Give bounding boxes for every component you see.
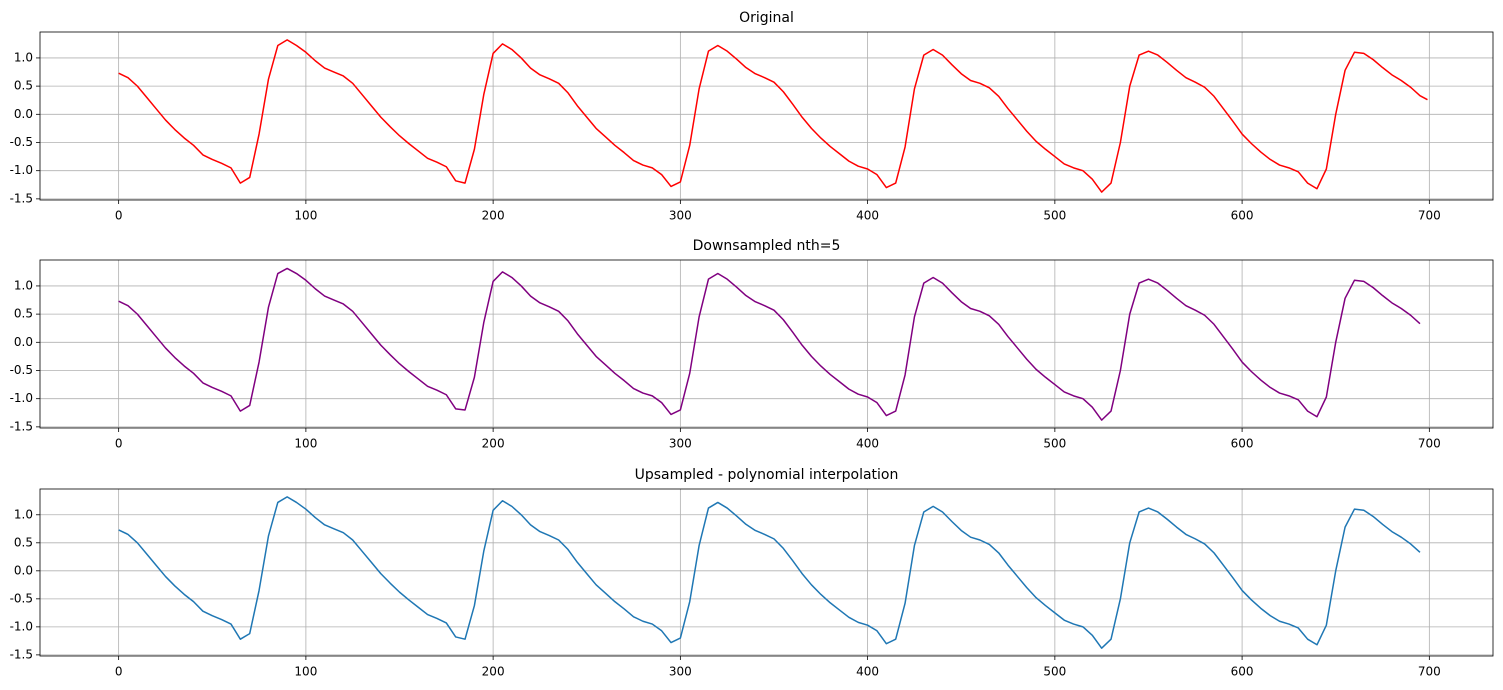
y-tick-label: -0.5 bbox=[10, 135, 33, 149]
y-tick-label: -1.5 bbox=[10, 191, 33, 205]
x-tick-label: 600 bbox=[1231, 209, 1254, 223]
y-tick-label: 0.0 bbox=[14, 563, 33, 577]
line-series bbox=[118, 267, 1421, 421]
x-tick-label: 300 bbox=[669, 209, 692, 223]
y-tick-label: -0.5 bbox=[10, 591, 33, 605]
y-tick-label: 0.0 bbox=[14, 335, 33, 349]
subplot-title: Upsampled - polynomial interpolation bbox=[635, 467, 899, 483]
x-tick-label: 700 bbox=[1418, 437, 1441, 451]
x-tick-label: 0 bbox=[115, 665, 123, 679]
axes-frame bbox=[39, 31, 1494, 201]
axes-frame bbox=[39, 488, 1494, 657]
y-tick-label: -1.0 bbox=[10, 619, 33, 633]
y-tick-label: 1.0 bbox=[14, 50, 33, 64]
x-tick-label: 100 bbox=[294, 209, 317, 223]
y-tick-label: 0.5 bbox=[14, 79, 33, 93]
x-tick-label: 200 bbox=[482, 209, 505, 223]
x-tick-label: 100 bbox=[294, 665, 317, 679]
y-tick-label: 1.0 bbox=[14, 278, 33, 292]
y-tick-label: 0.5 bbox=[14, 307, 33, 321]
y-tick-label: 0.0 bbox=[14, 107, 33, 121]
x-tick-label: 700 bbox=[1418, 209, 1441, 223]
subplot-title: Downsampled nth=5 bbox=[693, 238, 841, 254]
x-tick-label: 0 bbox=[115, 209, 123, 223]
y-tick-label: -1.5 bbox=[10, 647, 33, 661]
y-tick-label: -1.0 bbox=[10, 391, 33, 405]
y-tick-label: -1.0 bbox=[10, 163, 33, 177]
x-tick-label: 300 bbox=[669, 665, 692, 679]
x-tick-label: 100 bbox=[294, 437, 317, 451]
axes-frame bbox=[39, 259, 1494, 429]
line-series bbox=[118, 496, 1421, 649]
x-tick-label: 600 bbox=[1231, 665, 1254, 679]
x-tick-label: 600 bbox=[1231, 437, 1254, 451]
y-tick-label: 1.0 bbox=[14, 507, 33, 521]
x-tick-label: 400 bbox=[856, 665, 879, 679]
y-tick-label: -0.5 bbox=[10, 363, 33, 377]
subplot-title: Original bbox=[739, 10, 794, 26]
x-tick-label: 500 bbox=[1043, 437, 1066, 451]
x-tick-label: 500 bbox=[1043, 209, 1066, 223]
x-tick-label: 700 bbox=[1418, 665, 1441, 679]
x-tick-label: 500 bbox=[1043, 665, 1066, 679]
y-tick-label: 0.5 bbox=[14, 535, 33, 549]
x-tick-label: 400 bbox=[856, 437, 879, 451]
x-tick-label: 200 bbox=[482, 665, 505, 679]
x-tick-label: 300 bbox=[669, 437, 692, 451]
x-tick-label: 200 bbox=[482, 437, 505, 451]
x-tick-label: 0 bbox=[115, 437, 123, 451]
y-tick-label: -1.5 bbox=[10, 419, 33, 433]
x-tick-label: 400 bbox=[856, 209, 879, 223]
line-series bbox=[118, 39, 1428, 193]
